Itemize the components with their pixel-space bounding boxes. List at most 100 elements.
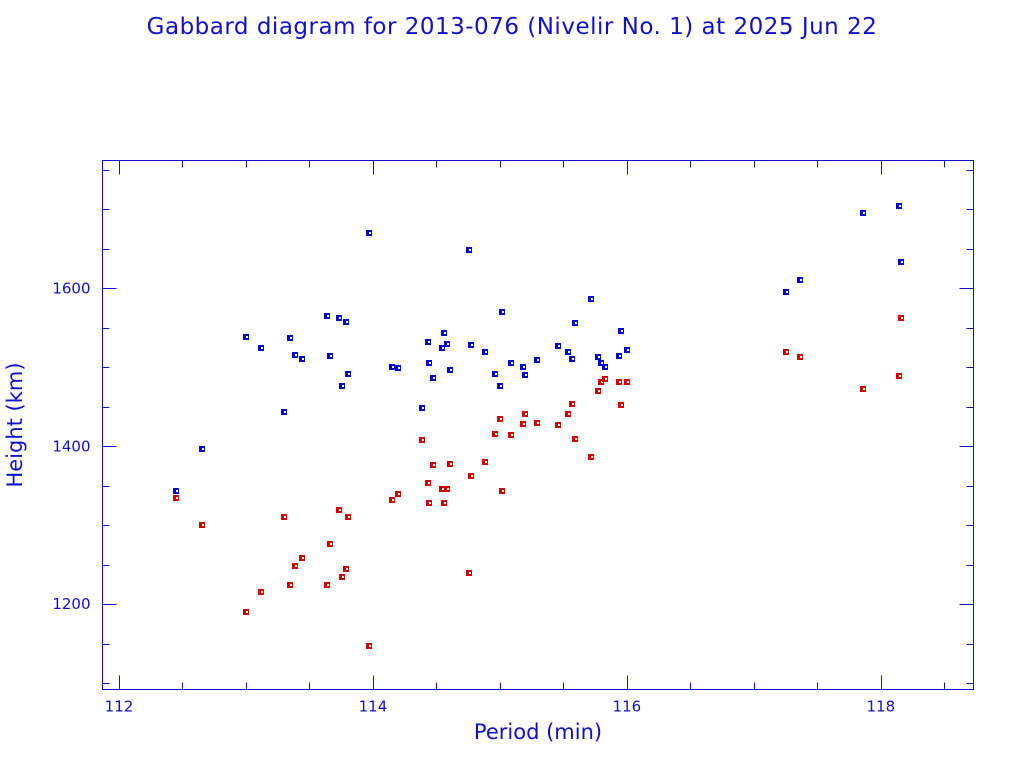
apogee-point	[389, 364, 395, 370]
perigee-point	[508, 432, 514, 438]
perigee-point	[860, 386, 866, 392]
perigee-point	[287, 582, 293, 588]
apogee-point	[366, 230, 372, 236]
perigee-point	[569, 401, 575, 407]
apogee-point	[395, 365, 401, 371]
perigee-point	[447, 461, 453, 467]
y-axis-title: Height (km)	[3, 362, 27, 487]
perigee-point	[439, 486, 445, 492]
perigee-point	[466, 570, 472, 576]
data-points	[173, 203, 904, 649]
perigee-point	[430, 462, 436, 468]
perigee-point	[339, 574, 345, 580]
apogee-point	[447, 367, 453, 373]
x-tick-label: 112	[105, 698, 134, 716]
apogee-point	[327, 353, 333, 359]
apogee-point	[624, 347, 630, 353]
perigee-point	[444, 486, 450, 492]
plot-frame	[102, 160, 974, 690]
perigee-point	[441, 500, 447, 506]
apogee-point	[598, 360, 604, 366]
apogee-point	[299, 356, 305, 362]
perigee-point	[299, 555, 305, 561]
perigee-point	[616, 379, 622, 385]
apogee-point	[569, 356, 575, 362]
y-tick-label: 1200	[52, 595, 90, 613]
apogee-point	[444, 341, 450, 347]
apogee-point	[797, 277, 803, 283]
perigee-point	[797, 354, 803, 360]
apogee-point	[292, 352, 298, 358]
apogee-point	[345, 371, 351, 377]
perigee-point	[783, 349, 789, 355]
perigee-point	[324, 582, 330, 588]
perigee-point	[499, 488, 505, 494]
perigee-point	[292, 563, 298, 569]
y-tick-label: 1400	[52, 437, 90, 455]
apogee-point	[499, 309, 505, 315]
perigee-point	[555, 422, 561, 428]
apogee-point	[534, 357, 540, 363]
perigee-point	[343, 566, 349, 572]
perigee-point	[522, 411, 528, 417]
perigee-point	[534, 420, 540, 426]
perigee-point	[243, 609, 249, 615]
apogee-point	[287, 335, 293, 341]
perigee-point	[426, 500, 432, 506]
apogee-point	[199, 446, 205, 452]
perigee-point	[602, 376, 608, 382]
apogee-point	[441, 330, 447, 336]
apogee-point	[896, 203, 902, 209]
perigee-point	[624, 379, 630, 385]
x-axis-title: Period (min)	[474, 720, 602, 744]
apogee-point	[324, 313, 330, 319]
apogee-point	[430, 375, 436, 381]
apogee-point	[281, 409, 287, 415]
perigee-point	[898, 315, 904, 321]
perigee-point	[336, 507, 342, 513]
apogee-point	[572, 320, 578, 326]
perigee-point	[327, 541, 333, 547]
apogee-point	[508, 360, 514, 366]
x-tick-label: 114	[359, 698, 388, 716]
apogee-point	[497, 383, 503, 389]
chart-title: Gabbard diagram for 2013-076 (Nivelir No…	[146, 14, 878, 40]
perigee-point	[345, 514, 351, 520]
perigee-point	[173, 495, 179, 501]
perigee-point	[595, 388, 601, 394]
apogee-point	[522, 372, 528, 378]
x-tick-label: 118	[866, 698, 895, 716]
apogee-point	[898, 259, 904, 265]
y-tick-label: 1600	[52, 279, 90, 297]
perigee-point	[258, 589, 264, 595]
apogee-point	[426, 360, 432, 366]
perigee-point	[389, 497, 395, 503]
perigee-point	[482, 459, 488, 465]
apogee-point	[783, 289, 789, 295]
apogee-point	[258, 345, 264, 351]
apogee-point	[602, 364, 608, 370]
apogee-point	[595, 354, 601, 360]
apogee-point	[482, 349, 488, 355]
x-tick-label: 116	[613, 698, 642, 716]
perigee-point	[366, 643, 372, 649]
perigee-point	[497, 416, 503, 422]
apogee-point	[618, 328, 624, 334]
axis-ticks	[102, 160, 974, 690]
perigee-point	[395, 491, 401, 497]
apogee-point	[419, 405, 425, 411]
perigee-point	[618, 402, 624, 408]
perigee-point	[565, 411, 571, 417]
apogee-point	[173, 488, 179, 494]
perigee-point	[468, 473, 474, 479]
apogee-point	[565, 349, 571, 355]
tick-labels: 112 114 116 118 1200 1400 1600	[52, 279, 895, 715]
perigee-point	[492, 431, 498, 437]
apogee-point	[343, 319, 349, 325]
apogee-point	[468, 342, 474, 348]
apogee-point	[243, 334, 249, 340]
perigee-point	[425, 480, 431, 486]
perigee-point	[588, 454, 594, 460]
apogee-point	[466, 247, 472, 253]
apogee-point	[336, 315, 342, 321]
